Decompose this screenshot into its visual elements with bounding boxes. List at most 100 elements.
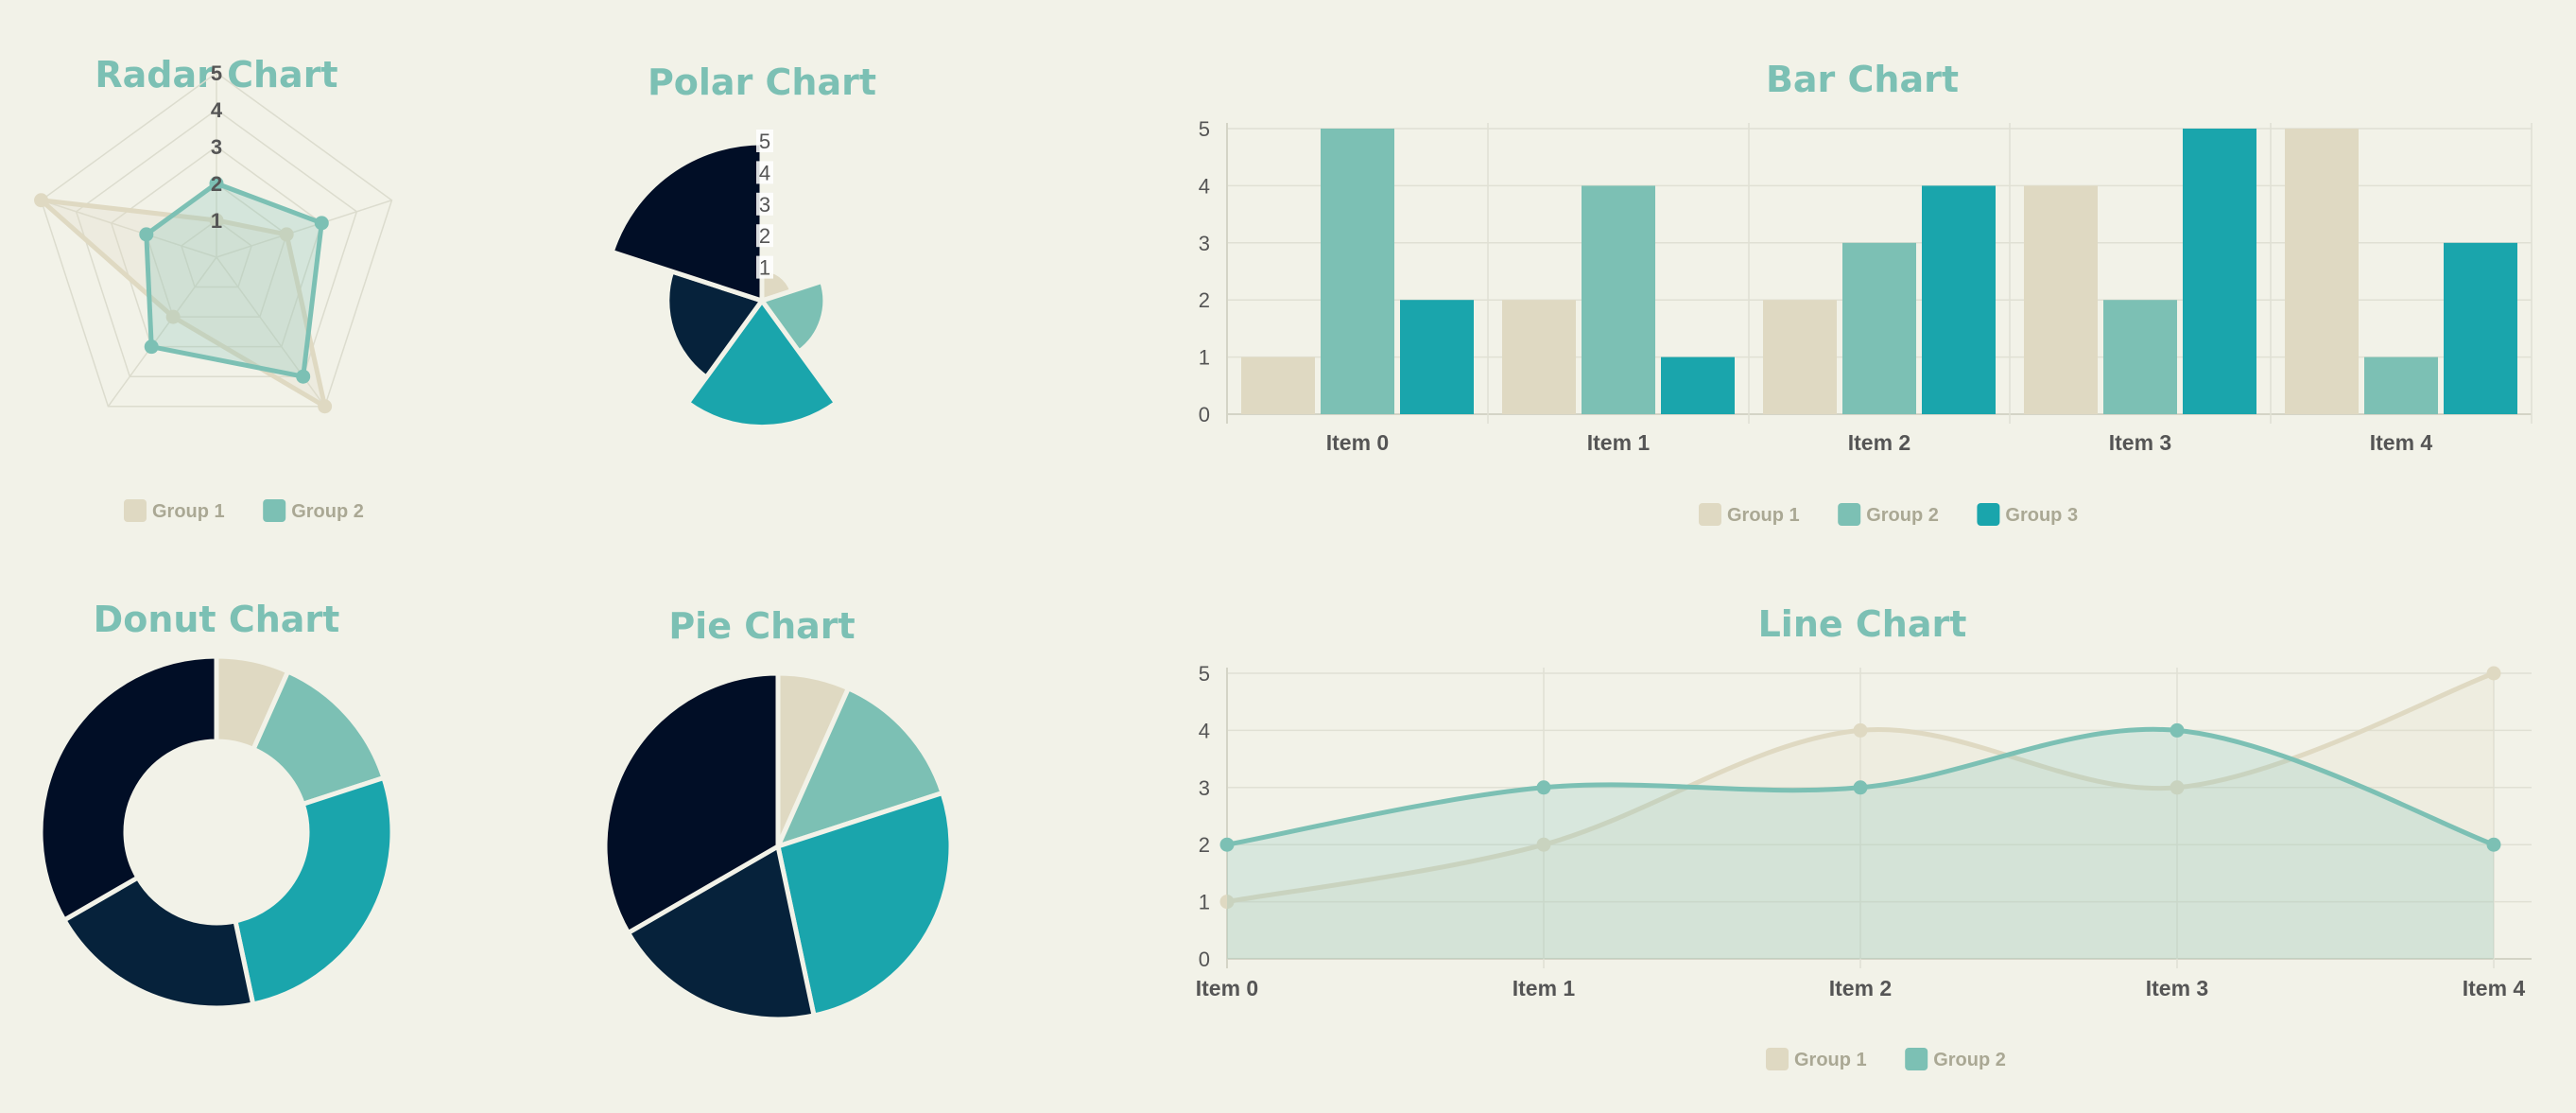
line-y-tick: 1 [1199,891,1210,914]
pie-slice-item-2 [775,790,954,1018]
donut-slice-item-3 [61,874,256,1011]
line-point [2170,722,2185,738]
bar-item-0-series-2 [1321,129,1394,414]
bar-y-tick: 0 [1199,403,1210,426]
pie-slice-item-1 [773,685,946,851]
polar-slice-item-3 [665,268,767,381]
line-point [2486,666,2501,681]
bar-item-4-series-2 [2364,357,2438,414]
bar-x-tick: Item 4 [2370,430,2433,455]
pie-slice-item-3 [625,843,818,1022]
radar-series-2 [144,181,324,379]
bar-item-1-series-3 [1661,357,1735,414]
radar-tick-label: 3 [211,135,222,159]
line-y-tick: 2 [1199,833,1210,857]
bar-x-tick: Item 0 [1326,430,1389,455]
polar-tick-backdrop [756,255,773,279]
polar-chart-title: Polar Chart [648,61,876,103]
bar-y-tick: 4 [1199,174,1210,198]
line-x-tick: Item 2 [1829,976,1892,1000]
bar-chart-title: Bar Chart [1766,59,1959,100]
bar-item-4-series-3 [2444,242,2517,414]
bar-x-tick: Item 3 [2109,430,2171,455]
bar-item-1-series-1 [1502,300,1576,414]
bar-y-tick: 3 [1199,232,1210,255]
polar-tick-backdrop [756,161,773,184]
polar-slice-item-4 [609,140,765,304]
legend-label: Group 2 [1866,505,1939,526]
donut-slice-item-4 [38,653,219,924]
polar-slice-item-2 [683,296,840,430]
legend-label: Group 2 [1933,1050,2006,1070]
polar-tick-label: 4 [759,161,770,184]
radar-point [209,213,224,228]
bar-item-2-series-2 [1842,242,1916,414]
radar-spoke [41,200,217,258]
legend-label: Group 1 [1794,1050,1867,1070]
line-point [1853,780,1868,795]
bar-y-tick: 5 [1199,117,1210,141]
bar-item-3-series-3 [2183,129,2256,414]
polar-tick-backdrop [756,130,773,152]
radar-point [209,176,224,191]
line-y-tick: 3 [1199,776,1210,800]
radar-tick-label: 1 [211,209,222,233]
line-point [1219,895,1235,910]
pie-slice-item-4 [602,670,781,936]
line-point [1536,837,1551,852]
line-point [1853,722,1868,738]
radar-point [279,227,294,242]
legend-swatch [1699,503,1721,526]
legend-label: Group 1 [1727,505,1800,526]
legend-label: Group 1 [152,501,225,522]
bar-item-3-series-2 [2103,300,2177,414]
line-area-series-2 [1227,729,2494,959]
bar-item-0-series-3 [1400,300,1474,414]
line-y-tick: 4 [1199,719,1210,742]
polar-slice-item-1 [757,278,828,356]
polar-chart: Polar Chart 1 2 3 4 5 [609,61,876,430]
radar-grid-ring [181,219,252,288]
line-point [2486,837,2501,852]
bar-x-tick: Item 2 [1848,430,1910,455]
radar-point [314,216,329,231]
line-point [1219,837,1235,852]
legend-label: Group 3 [2005,505,2078,526]
bar-item-2-series-1 [1763,300,1837,414]
polar-tick-label: 5 [759,130,770,153]
bar-item-0-series-1 [1241,357,1315,414]
bar-y-tick: 1 [1199,346,1210,370]
polar-tick-label: 3 [759,193,770,217]
line-x-tick: Item 3 [2146,976,2208,1000]
radar-tick-label: 5 [211,61,222,85]
legend-swatch [263,499,286,522]
bar-x-tick: Item 1 [1587,430,1651,455]
line-x-tick: Item 0 [1196,976,1258,1000]
donut-chart: Donut Chart [38,599,395,1011]
radar-tick-label: 2 [211,172,222,196]
bar-item-2-series-3 [1922,185,1996,414]
line-point [2170,780,2185,795]
polar-tick-label: 2 [759,224,770,248]
line-chart: Line Chart 0 1 2 3 4 5 Item 0 Item 1 Item 2 Item… [1196,603,2532,1070]
radar-spoke [107,256,217,408]
radar-point [318,399,333,414]
radar-series-1 [39,198,328,409]
bar-item-1-series-2 [1582,185,1655,414]
radar-point [139,227,154,242]
line-point [1536,780,1551,795]
radar-point [144,339,159,355]
line-y-tick: 0 [1199,948,1210,971]
legend-swatch [1838,503,1861,526]
line-x-tick: Item 4 [2463,976,2526,1000]
legend-label: Group 2 [291,501,364,522]
legend-swatch [1766,1048,1789,1070]
bar-chart: Bar Chart 0 1 2 3 4 5 Item 0 Item 1 Item 2 Item … [1199,59,2533,526]
polar-tick-backdrop [756,192,773,216]
legend-swatch [1905,1048,1928,1070]
pie-chart: Pie Chart [602,605,954,1022]
donut-slice-item-2 [232,774,395,1007]
bar-item-3-series-1 [2024,185,2098,414]
